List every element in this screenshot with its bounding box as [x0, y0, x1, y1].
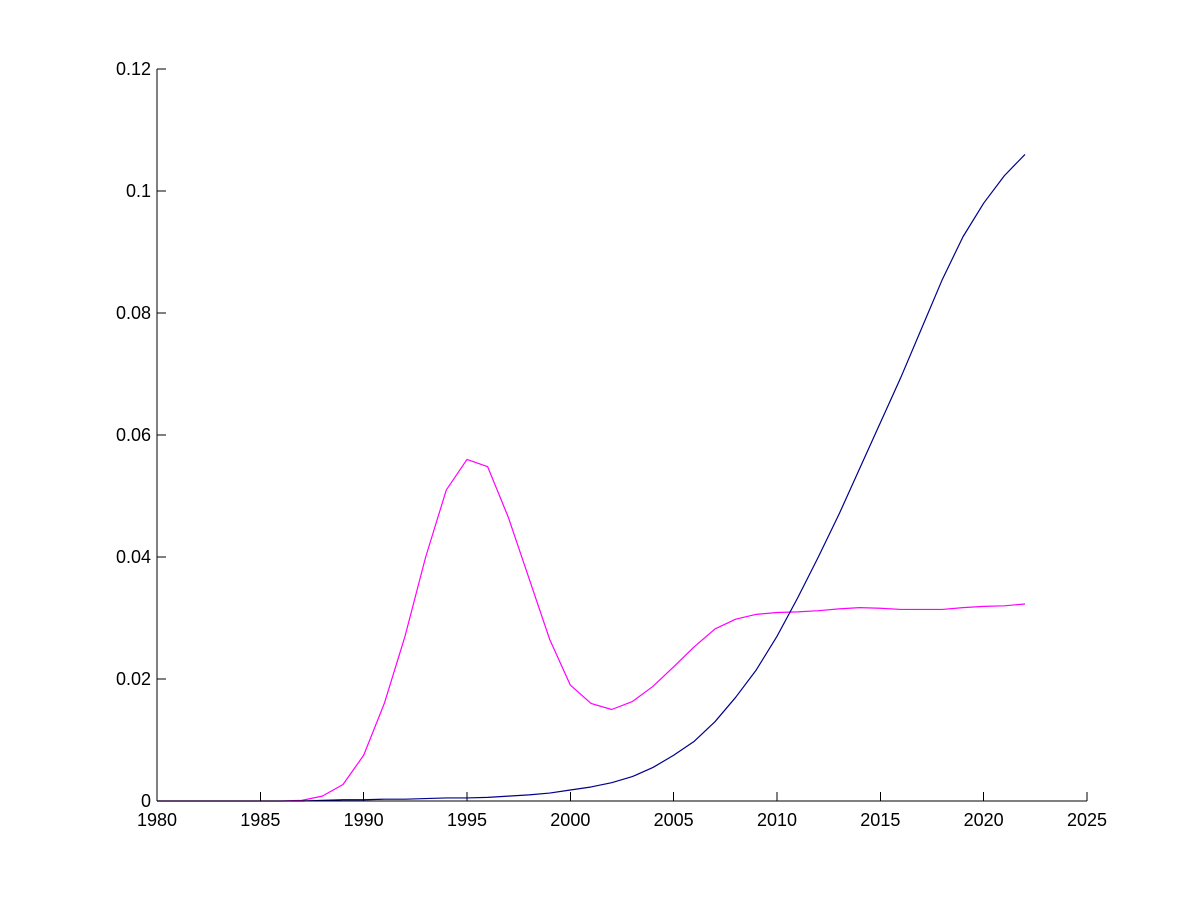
x-tick-label: 2010	[757, 810, 797, 830]
x-tick-label: 2000	[550, 810, 590, 830]
x-tick-label: 2015	[860, 810, 900, 830]
y-tick-label: 0.04	[116, 547, 151, 567]
ticks: 1980 1985 1990 1995 2000 2005 2010 2015 2020 2025…	[116, 59, 1107, 830]
y-tick-label: 0.12	[116, 59, 151, 79]
series-line-1	[157, 458, 1026, 802]
y-tick-label: 0.06	[116, 425, 151, 445]
x-tick-label: 1985	[240, 810, 280, 830]
series-layer	[157, 153, 1026, 802]
x-tick-label: 2025	[1067, 810, 1107, 830]
x-tick-label: 1980	[137, 810, 177, 830]
x-tick-label: 1990	[344, 810, 384, 830]
y-tick-label: 0.1	[126, 181, 151, 201]
axes	[156, 69, 1087, 802]
y-tick-label: 0	[141, 791, 151, 811]
y-tick-label: 0.08	[116, 303, 151, 323]
x-tick-label: 2005	[654, 810, 694, 830]
x-tick-label: 1995	[447, 810, 487, 830]
y-tick-label: 0.02	[116, 669, 151, 689]
x-tick-label: 2020	[964, 810, 1004, 830]
